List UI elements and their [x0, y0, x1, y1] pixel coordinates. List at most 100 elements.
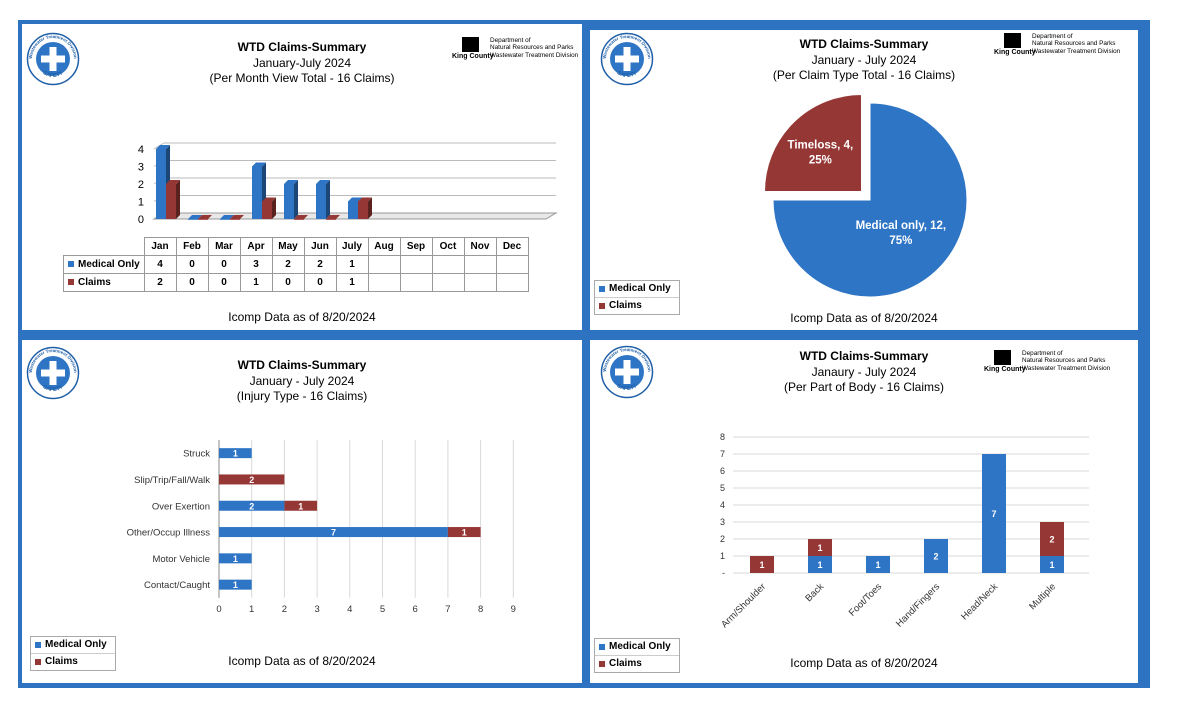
chart-title: WTD Claims-Summary	[237, 40, 367, 54]
badge-center-text: SAFETY	[616, 383, 639, 392]
badge-center-text: SAFETY	[42, 384, 65, 393]
x-tick-label: Hand/Fingers	[894, 581, 942, 629]
claim-type-pie-chart: Medical only, 12, 75% Timeloss, 4, 25%	[764, 94, 968, 298]
data-label: 3	[239, 255, 273, 274]
x-tick-label: Head/Neck	[959, 581, 1000, 622]
bar	[294, 219, 304, 220]
legend-item-medical: Medical Only	[31, 637, 115, 653]
bar-top	[252, 162, 266, 167]
chart-subtitle: January - July 2024	[811, 53, 917, 67]
legend-item-claims: Claims	[595, 655, 679, 672]
chart-subtitle-2: (Per Part of Body - 16 Claims)	[783, 380, 945, 394]
bar	[219, 474, 285, 485]
x-tick-label: 6	[413, 604, 418, 615]
bar-top	[220, 215, 234, 219]
data-label: 4	[143, 255, 177, 274]
chart-subtitle: Janaury - July 2024	[811, 365, 917, 379]
bar	[252, 166, 262, 219]
y-tick-label: 3	[138, 162, 144, 174]
data-label: 2	[271, 255, 305, 274]
injury-type-bar-chart: 0 1 2 3 4 5 6 7 8 9 Struck 1 Slip/Trip/Fall/Walk 2 Ove…	[127, 440, 516, 615]
y-tick-label: 6	[720, 466, 725, 476]
badge-cross-horizontal	[41, 369, 65, 377]
chart-legend: Medical Only Claims	[594, 280, 680, 315]
y-tick-label: 8	[720, 432, 725, 442]
x-tick-label: Jun	[303, 237, 337, 256]
panel-claim-type: Wastewater Treatment Division SAFETY King…	[590, 30, 1138, 330]
y-tick-label: 3	[720, 517, 725, 527]
y-tick-label: 2	[720, 534, 725, 544]
chart-subtitle-2: (Per Month View Total - 16 Claims)	[209, 71, 395, 85]
king-county-logo: King County Department of Natural Resourc…	[452, 37, 582, 61]
y-tick-label: Over Exertion	[152, 501, 210, 512]
data-label: 1	[335, 273, 369, 292]
part-of-body-bar-chart: - 1 2 3 4 5 6 7 8 1 Arm/Shoulder 1 1 Back 1 Foot/Toes 2 H…	[719, 432, 1089, 630]
badge-cross-horizontal	[615, 55, 639, 63]
x-tick-label: 1	[249, 604, 254, 615]
x-tick-label: Jan	[143, 237, 177, 256]
data-label	[399, 255, 433, 274]
bar-top	[326, 215, 340, 219]
bar	[750, 556, 774, 573]
y-tick-label: 4	[138, 144, 144, 156]
data-label: 1	[759, 560, 764, 570]
y-tick-label: -	[722, 568, 725, 578]
logo-name: King County	[452, 53, 494, 60]
x-tick-label: Aug	[367, 237, 401, 256]
logo-name: King County	[984, 366, 1026, 373]
badge-center-text: SAFETY	[42, 70, 65, 79]
monthly-bar-chart: 0 1 2 3 4	[138, 142, 558, 224]
bar-top	[230, 215, 244, 219]
x-tick-label: Oct	[431, 237, 465, 256]
panel-part-of-body: Wastewater Treatment Division SAFETY King…	[590, 340, 1138, 683]
y-tick-label: Other/Occup Illness	[127, 528, 211, 539]
data-label: 0	[175, 255, 209, 274]
bar	[358, 201, 368, 219]
y-tick-label: 1	[720, 551, 725, 561]
pie-slice	[772, 102, 968, 298]
bar-top	[156, 145, 170, 149]
bar	[166, 184, 176, 219]
chart-subtitle: January-July 2024	[252, 56, 352, 70]
chart-subtitle-2: (Injury Type - 16 Claims)	[236, 389, 368, 403]
bar-top	[294, 215, 308, 219]
legend-item: Medical Only	[63, 255, 145, 274]
data-label: 2	[249, 501, 254, 511]
bar	[219, 527, 448, 538]
bar	[447, 527, 481, 538]
data-label: 7	[991, 509, 996, 519]
bar	[198, 219, 208, 220]
x-tick-label: Apr	[239, 237, 273, 256]
x-tick-label: May	[271, 237, 305, 256]
logo-department: Department of Natural Resources and Parks…	[1032, 33, 1121, 55]
king-county-mark-icon	[462, 37, 479, 52]
data-label	[399, 273, 433, 292]
chart-title: WTD Claims-Summary	[799, 37, 929, 51]
data-label: 0	[207, 273, 241, 292]
bar	[348, 201, 358, 219]
panel-monthly-claims: Wastewater Treatment Division SAFETY King…	[22, 24, 582, 330]
legend-item-medical: Medical Only	[595, 281, 679, 297]
bar	[316, 184, 326, 219]
king-county-logo: King County Department of Natural Resourc…	[994, 33, 1138, 57]
bar	[808, 539, 832, 556]
y-tick-label: Struck	[183, 449, 210, 460]
bar	[188, 219, 198, 220]
data-as-of-note: Icomp Data as of 8/20/2024	[790, 656, 938, 670]
chart-subtitle: January - July 2024	[249, 374, 355, 388]
king-county-mark-icon	[994, 350, 1011, 365]
bar-side	[272, 197, 276, 219]
bar	[326, 219, 336, 220]
data-as-of-note: Icomp Data as of 8/20/2024	[790, 311, 938, 325]
bar-top	[198, 215, 212, 219]
bar	[156, 149, 166, 219]
data-label: 0	[271, 273, 305, 292]
x-tick-label: Sep	[399, 237, 433, 256]
data-label: 7	[331, 528, 336, 538]
data-label: 1	[233, 554, 238, 564]
slice-label: Medical only, 12,	[856, 220, 947, 232]
x-tick-label: Foot/Toes	[847, 581, 884, 618]
king-county-mark-icon	[1004, 33, 1021, 48]
